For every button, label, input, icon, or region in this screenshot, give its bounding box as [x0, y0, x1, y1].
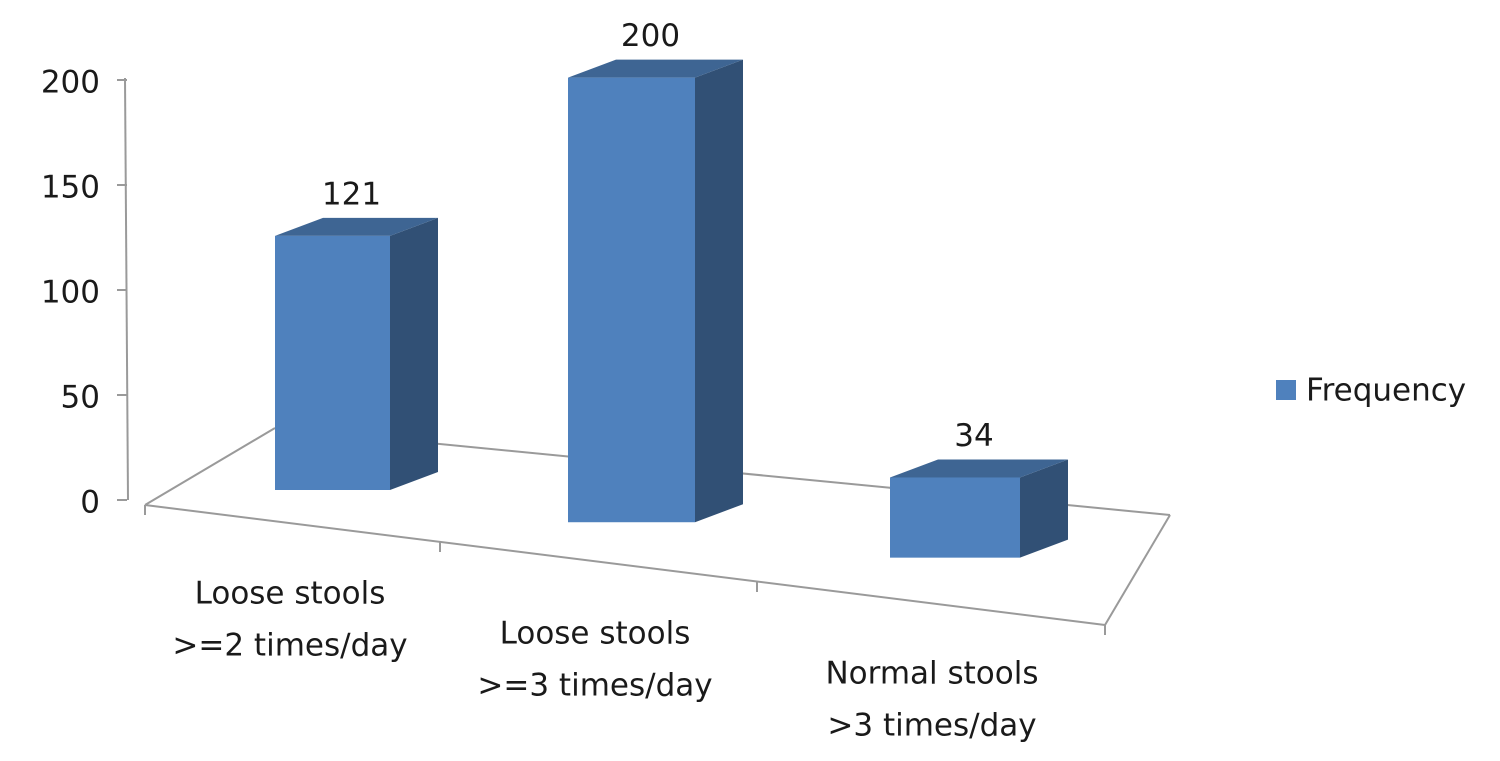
legend-swatch [1276, 380, 1296, 400]
y-tick-label: 0 [80, 485, 100, 521]
x-tick-label: >=3 times/day [477, 668, 712, 704]
x-tick-label: Normal stools [825, 656, 1038, 692]
floor-left-edge [144, 427, 276, 506]
bar [275, 235, 390, 490]
bar-top [275, 217, 438, 236]
x-tick-label: Loose stools [500, 616, 691, 652]
bar-top [890, 459, 1068, 478]
x-tick-label: Loose stools [195, 576, 386, 612]
bar-side [390, 217, 438, 490]
y-tick-label: 200 [41, 65, 100, 101]
floor-right-edge [1104, 514, 1171, 626]
bar-side [1020, 459, 1068, 558]
value-label: 34 [954, 418, 993, 454]
bar [890, 477, 1020, 558]
y-tick-label: 150 [41, 170, 100, 206]
x-tick-label: >3 times/day [827, 708, 1036, 744]
x-tick-label: >=2 times/day [172, 628, 407, 664]
legend-label: Frequency [1306, 373, 1466, 409]
y-tick-label: 50 [61, 380, 100, 416]
y-tick-label: 100 [41, 275, 100, 311]
value-label: 200 [621, 18, 680, 54]
value-label: 121 [322, 176, 381, 212]
bar-top [568, 59, 743, 78]
bar-side [695, 59, 743, 523]
floor-front-edge [144, 504, 1106, 626]
bar [568, 77, 695, 523]
